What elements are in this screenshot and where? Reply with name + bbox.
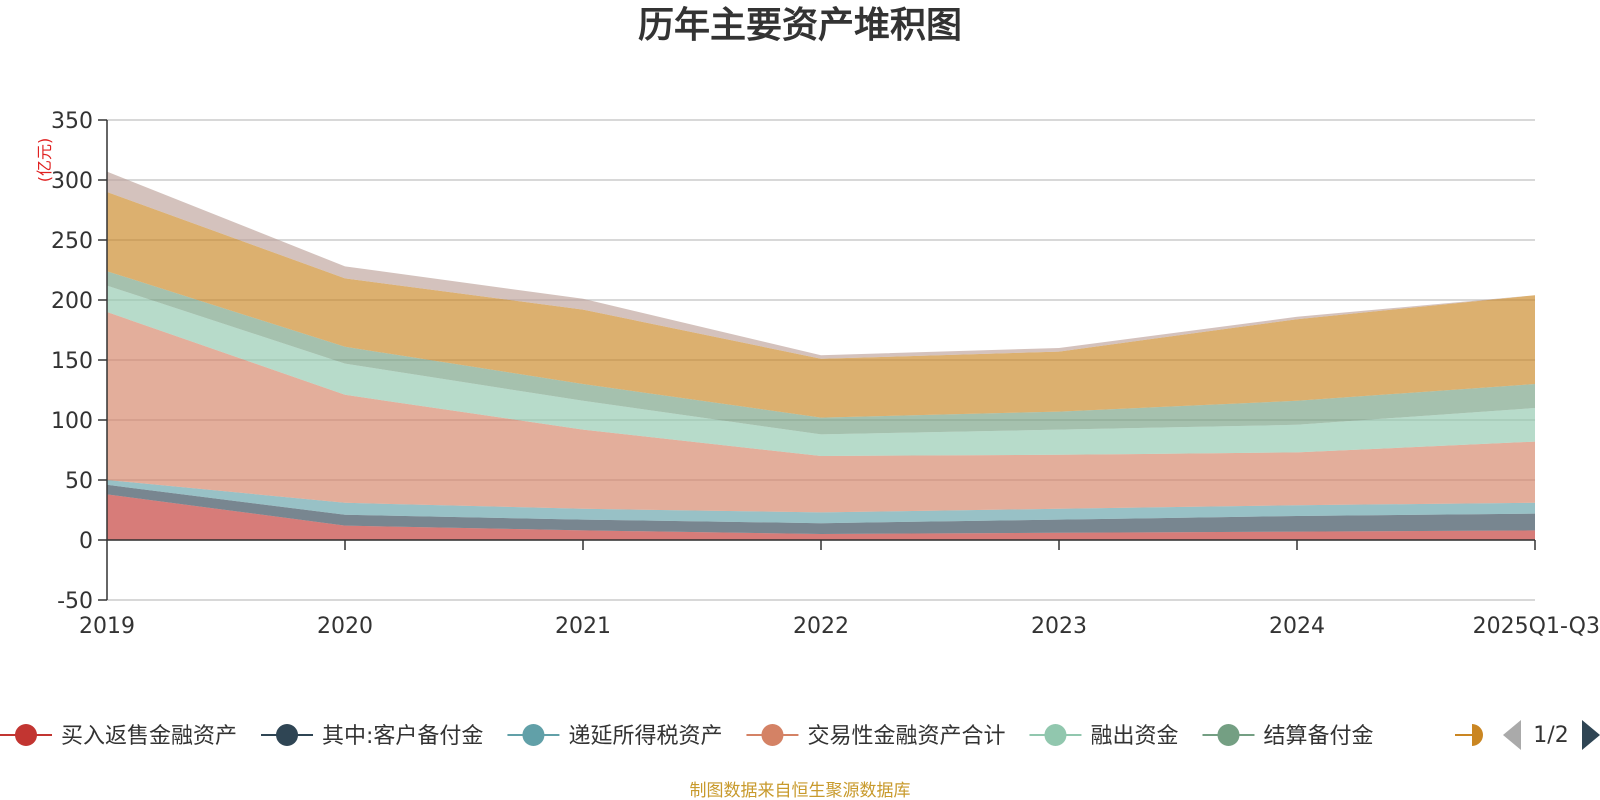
legend-label: 递延所得税资产 (568, 724, 722, 749)
y-tick-label: -50 (57, 589, 93, 614)
area-series-结算备付金 (107, 271, 1535, 435)
legend: 买入返售金融资产 其中:客户备付金 递延所得税资产 交易性金融资产合计 融出资金 结算备付… (0, 724, 1483, 749)
x-tick-label: 2025Q1-Q3 (1473, 614, 1600, 639)
y-tick-label: 150 (51, 349, 93, 374)
x-tick-label: 2022 (793, 614, 849, 639)
chart-title: 历年主要资产堆积图 (638, 5, 962, 46)
y-tick-label: 200 (51, 289, 93, 314)
legend-marker-icon (15, 724, 37, 746)
legend-label: 融出资金 (1090, 724, 1178, 749)
legend-item[interactable]: 买入返售金融资产 (0, 724, 237, 749)
legend-item[interactable]: 交易性金融资产合计 (746, 724, 1005, 749)
area-series-交易性金融资产合计 (107, 312, 1535, 513)
legend-marker-icon (522, 724, 545, 746)
y-tick-label: 300 (51, 169, 93, 194)
legend-item[interactable]: 结算备付金 (1202, 724, 1374, 749)
data-source-note: 制图数据来自恒生聚源数据库 (690, 781, 911, 800)
y-axis-unit-label: (亿元) (35, 138, 54, 183)
x-tick-label: 2023 (1031, 614, 1087, 639)
legend-label: 其中:客户备付金 (322, 724, 483, 749)
legend-marker-icon (1472, 724, 1483, 746)
legend-marker-icon (276, 724, 299, 746)
legend-pager: 1/2 (1503, 720, 1600, 750)
x-tick-label: 2019 (79, 614, 135, 639)
y-tick-label: 100 (51, 409, 93, 434)
y-tick-label: 50 (65, 469, 93, 494)
area-series-递延所得税资产 (107, 480, 1535, 524)
y-tick-label: 0 (79, 529, 93, 554)
area-series-融出资金 (107, 285, 1535, 456)
legend-item[interactable]: 其中:客户备付金 (261, 724, 483, 749)
legend-marker-icon (1217, 724, 1240, 746)
area-series-买入返售金融资产 (107, 494, 1535, 540)
x-tick-label: 2024 (1269, 614, 1325, 639)
legend-item-partial[interactable] (1455, 724, 1483, 746)
legend-next-page-icon[interactable] (1582, 720, 1600, 750)
legend-marker-icon (1044, 724, 1067, 746)
legend-label: 结算备付金 (1263, 724, 1373, 749)
area-series (107, 171, 1535, 540)
area-series-其中:客户备付金 (107, 484, 1535, 534)
x-tick-label: 2021 (555, 614, 611, 639)
legend-label: 买入返售金融资产 (61, 724, 237, 749)
legend-page-indicator: 1/2 (1533, 723, 1568, 748)
area-series-其他资产 (107, 192, 1535, 418)
legend-item[interactable]: 融出资金 (1029, 724, 1178, 749)
legend-label: 交易性金融资产合计 (807, 724, 1005, 749)
x-tick-label: 2020 (317, 614, 373, 639)
y-tick-label: 350 (51, 109, 93, 134)
legend-marker-icon (761, 724, 784, 746)
legend-item[interactable]: 递延所得税资产 (507, 724, 722, 749)
y-tick-label: 250 (51, 229, 93, 254)
legend-prev-page-icon[interactable] (1503, 720, 1521, 750)
